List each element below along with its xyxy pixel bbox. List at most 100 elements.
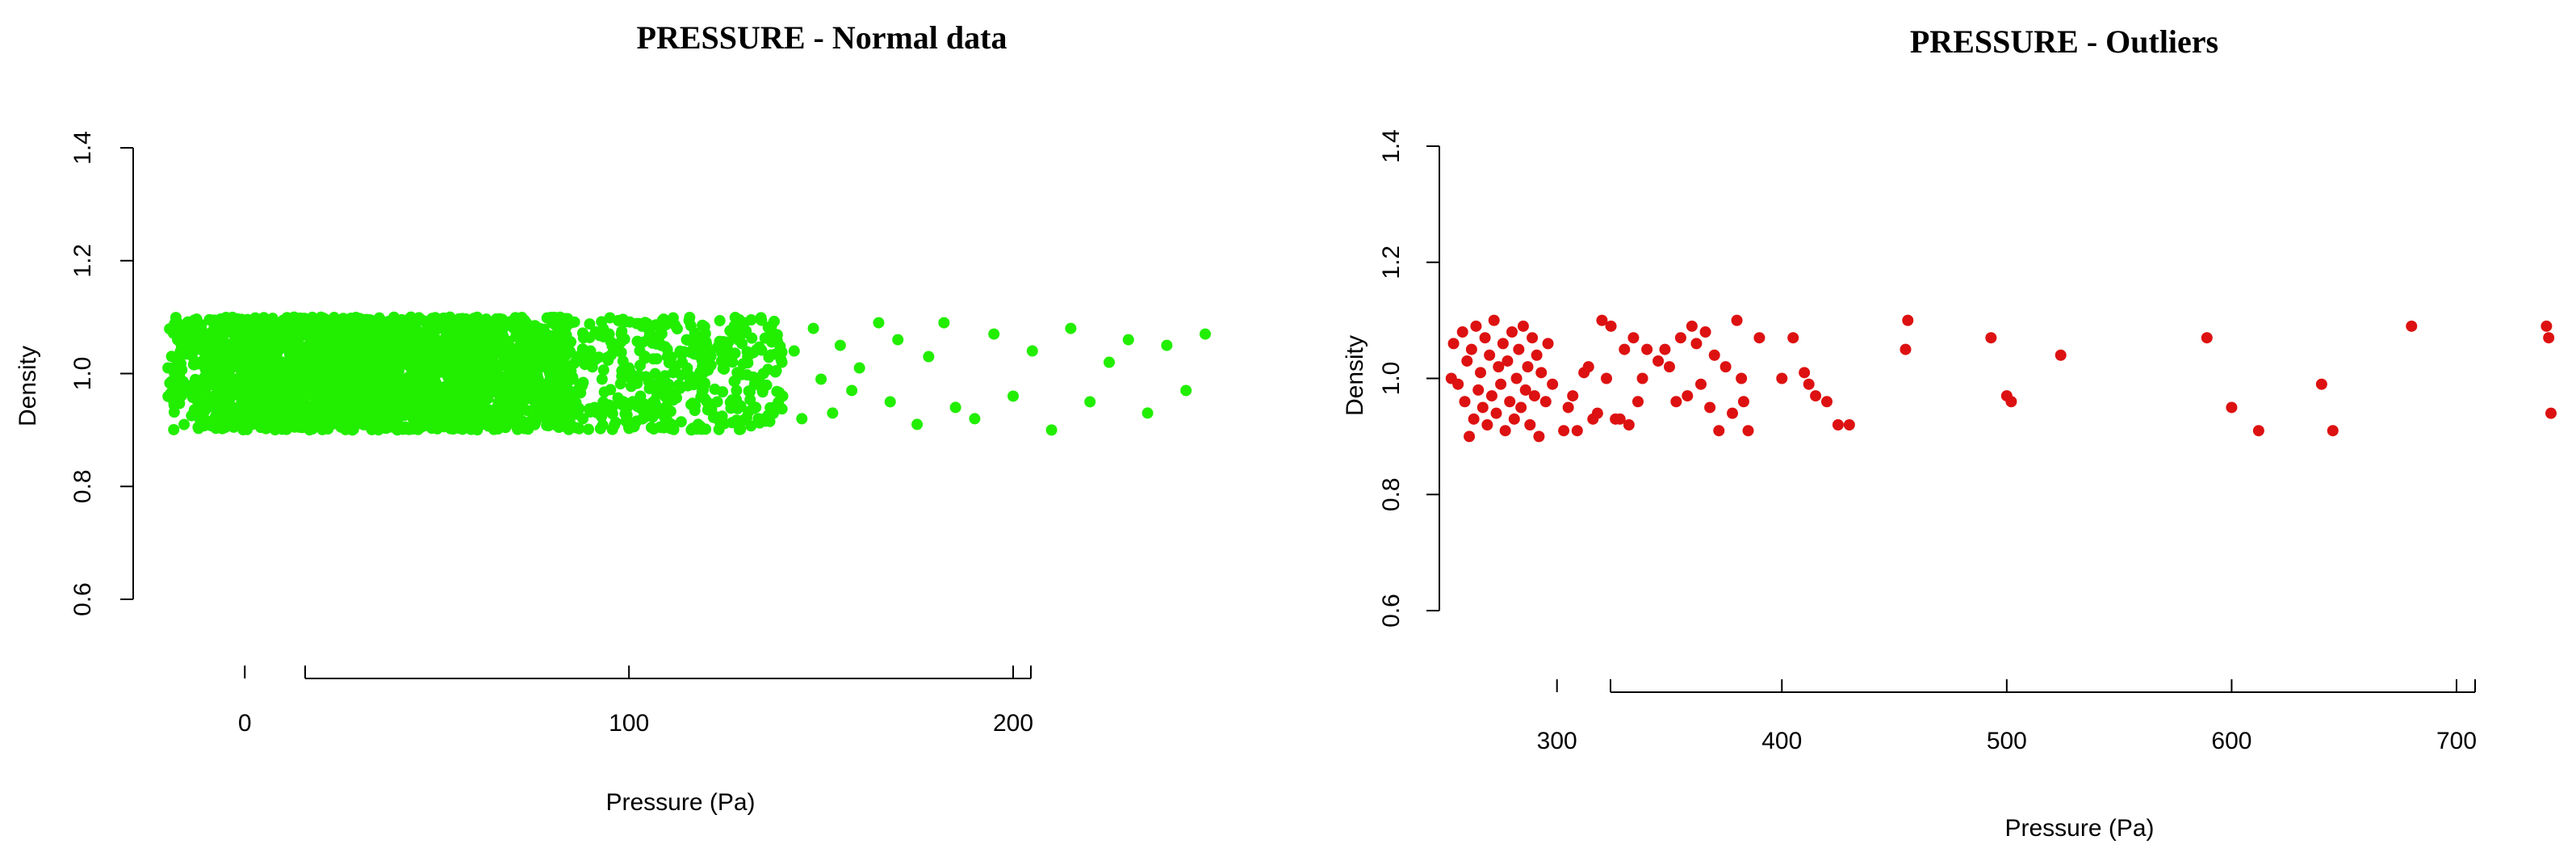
scatter-point	[277, 373, 289, 385]
y-tick-label: 1.2	[69, 244, 96, 278]
scatter-point	[1452, 378, 1464, 390]
scatter-point	[491, 346, 503, 359]
scatter-point	[396, 402, 408, 414]
scatter-point	[212, 390, 224, 402]
scatter-point	[846, 384, 858, 397]
scatter-point	[1475, 367, 1486, 379]
scatter-point	[564, 369, 576, 381]
scatter-point	[1539, 396, 1552, 408]
scatter-point	[892, 334, 904, 346]
scatter-point	[472, 393, 484, 405]
scatter-point	[1902, 314, 1914, 326]
scatter-point	[352, 372, 364, 384]
scatter-point	[522, 352, 534, 364]
scatter-point	[1490, 407, 1502, 419]
scatter-point	[750, 401, 762, 414]
scatter-point	[596, 410, 608, 422]
scatter-point	[1513, 343, 1525, 355]
scatter-point	[500, 422, 512, 434]
scatter-point	[827, 407, 839, 419]
scatter-point	[853, 362, 865, 374]
scatter-point	[304, 424, 316, 436]
scatter-point	[631, 335, 643, 347]
scatter-point	[732, 334, 744, 346]
scatter-point	[743, 385, 755, 397]
scatter-point	[1535, 367, 1548, 379]
scatter-point	[2545, 407, 2557, 419]
scatter-point	[689, 399, 702, 411]
scatter-point	[220, 317, 232, 330]
scatter-point	[1502, 355, 1514, 367]
scatter-point	[546, 356, 558, 368]
scatter-point	[1465, 343, 1477, 355]
scatter-point	[292, 413, 304, 425]
scatter-point	[735, 423, 747, 435]
scatter-point	[558, 384, 570, 397]
scatter-point	[738, 317, 750, 329]
scatter-point	[604, 401, 616, 414]
scatter-point	[367, 349, 379, 361]
scatter-point	[597, 322, 609, 334]
scatter-point	[1472, 384, 1485, 396]
scatter-point	[266, 415, 279, 427]
scatter-point	[527, 334, 539, 346]
scatter-point	[370, 322, 382, 334]
scatter-point	[1524, 419, 1536, 430]
scatter-point	[220, 407, 232, 419]
scatter-point	[344, 319, 356, 331]
scatter-point	[431, 401, 443, 414]
scatter-point	[727, 394, 739, 406]
scatter-point	[577, 413, 589, 425]
scatter-point	[1695, 378, 1707, 390]
x-tick-label: 600	[2211, 728, 2251, 754]
x-axis-label: Pressure (Pa)	[605, 789, 755, 816]
scatter-point	[756, 344, 768, 356]
scatter-point	[342, 351, 354, 363]
scatter-point	[467, 330, 479, 342]
scatter-point	[647, 337, 659, 349]
scatter-point	[568, 357, 580, 369]
scatter-point	[1485, 390, 1497, 402]
scatter-point	[731, 414, 743, 426]
scatter-point	[651, 353, 663, 365]
scatter-point	[2315, 378, 2327, 390]
scatter-point	[178, 418, 191, 430]
scatter-point	[477, 351, 489, 363]
scatter-point	[697, 319, 709, 331]
chart-normal-data: PRESSURE - Normal data Pressure (Pa) Den…	[15, 19, 1211, 816]
scatter-point	[304, 411, 316, 423]
y-tick-label: 1.4	[1378, 129, 1405, 163]
scatter-point	[1499, 425, 1511, 437]
scatter-point	[1708, 349, 1720, 361]
scatter-point	[731, 384, 743, 397]
scatter-point	[270, 351, 282, 363]
scatter-point	[560, 418, 572, 430]
scatter-point	[165, 351, 178, 363]
scatter-point	[425, 374, 438, 386]
scatter-point	[1527, 332, 1539, 344]
scatter-point	[1461, 355, 1473, 367]
scatter-point	[1699, 326, 1711, 338]
scatter-point	[744, 393, 756, 405]
scatter-point	[642, 322, 654, 334]
scatter-point	[168, 399, 180, 411]
scatter-point	[162, 362, 174, 374]
scatter-point	[1517, 320, 1529, 332]
scatter-point	[341, 330, 353, 342]
scatter-point	[339, 380, 351, 393]
scatter-point	[507, 344, 519, 356]
scatter-point	[769, 328, 781, 340]
scatter-point	[348, 395, 360, 407]
scatter-point	[746, 332, 758, 344]
scatter-point	[615, 328, 627, 340]
scatter-point	[635, 390, 647, 402]
scatter-point	[692, 349, 704, 361]
chart-outliers: PRESSURE - Outliers Pressure (Pa) Densit…	[1342, 23, 2557, 842]
scatter-point	[305, 330, 317, 342]
scatter-point	[777, 390, 789, 402]
scatter-point	[788, 345, 800, 357]
scatter-point	[239, 379, 251, 391]
x-tick-label: 700	[2436, 728, 2477, 754]
scatter-point	[563, 346, 575, 359]
scatter-point	[346, 424, 358, 436]
